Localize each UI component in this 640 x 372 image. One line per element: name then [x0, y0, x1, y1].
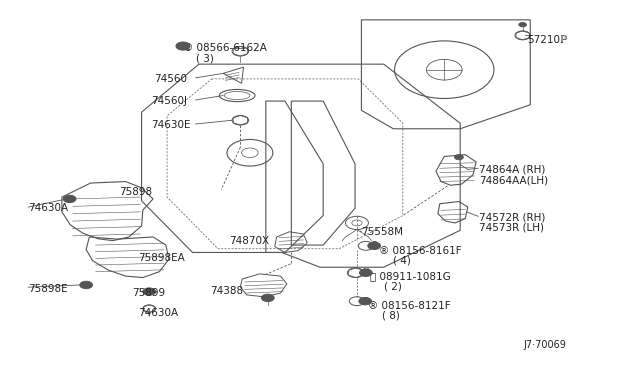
- Text: B: B: [371, 241, 377, 250]
- Text: B: B: [362, 297, 368, 306]
- Circle shape: [519, 22, 527, 27]
- Text: 75899: 75899: [132, 288, 165, 298]
- Text: 74573R (LH): 74573R (LH): [479, 222, 544, 232]
- Text: 74630E: 74630E: [151, 120, 191, 130]
- Circle shape: [176, 42, 190, 50]
- Text: J7·70069: J7·70069: [524, 340, 567, 350]
- Text: 74630A: 74630A: [138, 308, 179, 318]
- Text: ® 08156-8161F: ® 08156-8161F: [379, 246, 461, 256]
- Text: ( 3): ( 3): [196, 54, 214, 64]
- Circle shape: [261, 294, 274, 302]
- Text: 75898E: 75898E: [28, 284, 68, 294]
- Text: Ⓝ 08911-1081G: Ⓝ 08911-1081G: [370, 272, 451, 282]
- Circle shape: [63, 195, 76, 203]
- Circle shape: [454, 155, 463, 160]
- Text: 75558M: 75558M: [362, 227, 403, 237]
- Text: 74864A (RH): 74864A (RH): [479, 164, 546, 174]
- Circle shape: [368, 242, 381, 250]
- Text: 74630A: 74630A: [28, 203, 68, 213]
- Text: 74560: 74560: [154, 74, 188, 84]
- Text: 57210ℙ: 57210ℙ: [527, 35, 567, 45]
- Circle shape: [143, 288, 156, 295]
- Text: ( 8): ( 8): [383, 311, 401, 321]
- Text: 74388: 74388: [211, 286, 244, 296]
- Circle shape: [360, 269, 372, 276]
- Text: N: N: [363, 268, 369, 277]
- Text: ( 2): ( 2): [384, 282, 401, 291]
- Text: ( 4): ( 4): [394, 256, 411, 266]
- Text: S: S: [180, 42, 186, 51]
- Text: ® 08156-8121F: ® 08156-8121F: [369, 301, 451, 311]
- Text: © 08566-6162A: © 08566-6162A: [183, 42, 267, 52]
- Text: 74870X: 74870X: [230, 236, 269, 246]
- Text: 74864AA(LH): 74864AA(LH): [479, 176, 548, 186]
- Circle shape: [80, 281, 93, 289]
- Text: 74560J: 74560J: [151, 96, 187, 106]
- Text: 74572R (RH): 74572R (RH): [479, 212, 546, 222]
- Text: 75898EA: 75898EA: [138, 253, 185, 263]
- Text: 75898: 75898: [119, 186, 152, 196]
- Circle shape: [359, 298, 372, 305]
